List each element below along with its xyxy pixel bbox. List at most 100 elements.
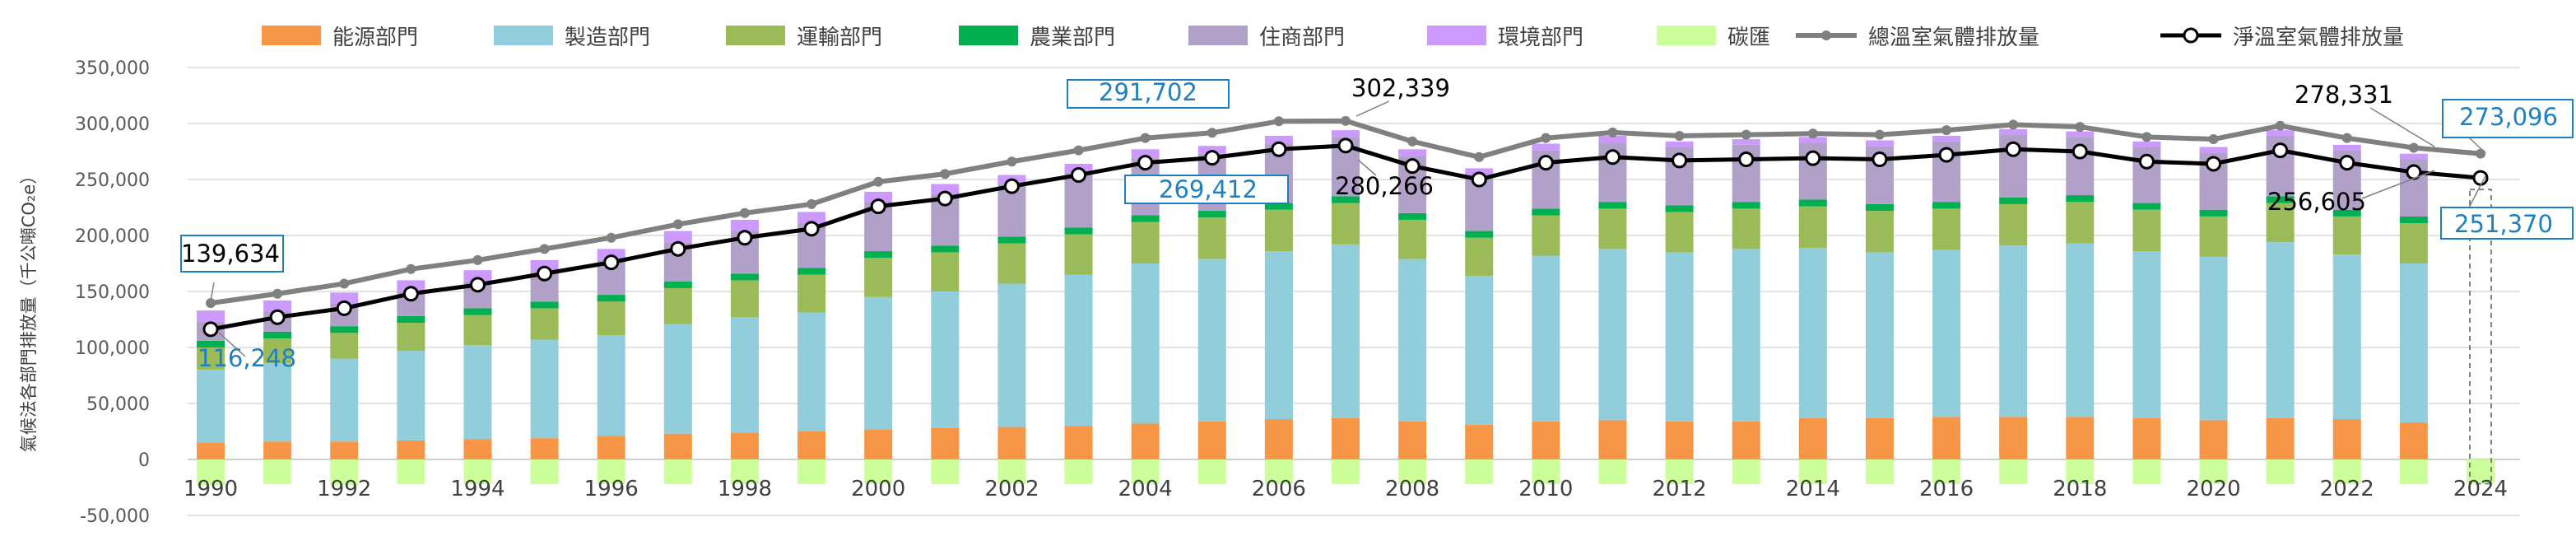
bar-stack-2013: [1732, 139, 1760, 484]
x-tick-label: 2014: [1786, 477, 1840, 501]
bar-segment: [730, 317, 759, 433]
bar-stack-2024: [2467, 189, 2495, 485]
total-emission-point: [2275, 120, 2285, 131]
x-tick-label: 1998: [718, 477, 772, 501]
bar-segment: [2332, 216, 2361, 255]
net-emission-point: [870, 198, 886, 215]
bar-stack-1998: [730, 219, 759, 484]
callout-2023-net: 256,605: [2267, 170, 2435, 216]
bar-segment: [530, 301, 559, 309]
bar-segment: [2199, 209, 2228, 217]
net-emission-point: [2206, 156, 2222, 172]
legend-item: 住商部門: [1188, 26, 1345, 50]
net-emission-point: [1271, 141, 1287, 157]
bar-stack-1993: [397, 280, 425, 484]
legend-swatch: [1188, 26, 1248, 45]
bar-segment: [263, 300, 292, 312]
bar-stack-2006: [1264, 135, 1293, 484]
x-tick-label: 2018: [2053, 477, 2107, 501]
bar-segment: [197, 340, 225, 347]
bar-stack-2022: [2332, 144, 2361, 484]
bar-segment: [1131, 423, 1160, 459]
bar-segment: [463, 315, 492, 346]
callout-2024-net: 251,370: [2440, 175, 2574, 240]
legend-swatch: [959, 26, 1018, 45]
bar-segment: [2467, 459, 2495, 484]
callout-leader: [218, 332, 246, 357]
bar-segment: [1064, 227, 1093, 235]
x-tick-label: 2000: [851, 477, 905, 501]
bar-segment: [1131, 149, 1160, 159]
bar-segment: [997, 426, 1026, 459]
bar-stack-1992: [330, 292, 359, 486]
bar-stack-2017: [1999, 128, 2028, 484]
bar-segment: [1932, 417, 1961, 459]
bar-segment: [530, 308, 559, 340]
bar-segment: [1264, 251, 1293, 420]
legend-label: 運輸部門: [797, 26, 882, 50]
bar-segment: [1131, 459, 1160, 484]
bar-segment: [1465, 459, 1494, 484]
bar-segment: [1264, 203, 1293, 210]
bar-segment: [2399, 223, 2428, 263]
bar-segment: [1532, 215, 1560, 256]
net-emission-point: [1071, 167, 1087, 184]
legend-marker: [2183, 27, 2199, 44]
x-tick-label: 2016: [1919, 477, 1974, 501]
total-emission-point: [539, 244, 550, 254]
total-emission-point: [1140, 133, 1151, 143]
bar-segment: [2066, 202, 2095, 244]
bar-stack-2003: [1064, 163, 1093, 484]
bar-segment: [2199, 147, 2228, 153]
callout-label: 256,605: [2267, 188, 2366, 216]
callout-leader: [1355, 100, 1390, 117]
bar-segment: [2399, 153, 2428, 160]
bar-segment: [1598, 420, 1627, 459]
bar-segment: [2066, 243, 2095, 417]
bar-segment: [730, 459, 759, 484]
bar-segment: [1197, 146, 1226, 154]
bar-segment: [263, 441, 292, 459]
callout-leader: [2468, 175, 2486, 208]
bar-segment: [1598, 135, 1627, 143]
bar-stack-1991: [263, 300, 292, 484]
y-tick-label: 200,000: [75, 226, 150, 247]
bar-segment: [2132, 417, 2161, 459]
bar-segment: [797, 431, 826, 459]
callout-label: 302,339: [1351, 74, 1450, 102]
bar-stack-2009: [1465, 168, 1494, 484]
total-emission-point: [2075, 122, 2085, 133]
bar-segment: [1932, 459, 1961, 484]
total-emission-point: [2141, 132, 2152, 142]
bar-segment: [663, 433, 692, 459]
bar-segment: [1932, 202, 1961, 209]
bar-segment: [2132, 209, 2161, 252]
bar-stack-2008: [1398, 149, 1427, 484]
bar-segment: [597, 459, 625, 484]
x-tick-label: 2024: [2453, 477, 2508, 501]
bar-segment: [1465, 275, 1494, 425]
net-emission-point: [2005, 141, 2021, 157]
bar-segment: [1398, 212, 1427, 220]
bar-segment: [397, 315, 425, 324]
x-tick-label: 2020: [2186, 477, 2240, 501]
bar-segment: [397, 459, 425, 484]
data-label-callouts: 139,634 116,248 291,702 269,412 302,339 280,2…: [180, 74, 2574, 372]
callout-leader: [2361, 170, 2435, 199]
bar-segment: [263, 459, 292, 484]
callout-1990-net: 116,248: [198, 332, 296, 372]
bar-segment: [1532, 208, 1560, 216]
net-emission-point: [402, 286, 419, 302]
bar-segment: [2399, 263, 2428, 423]
legend-item: 運輸部門: [726, 26, 882, 50]
bar-segment: [797, 459, 826, 484]
bar-segment: [864, 429, 893, 459]
callout-label: 273,096: [2459, 103, 2558, 131]
net-emission-point: [1872, 151, 1888, 168]
bar-segment: [2266, 242, 2295, 418]
x-tick-label: 2004: [1118, 477, 1173, 501]
bar-segment: [2399, 216, 2428, 224]
bar-segment: [530, 259, 559, 272]
bar-segment: [1999, 417, 2028, 459]
bar-segment: [2332, 144, 2361, 151]
